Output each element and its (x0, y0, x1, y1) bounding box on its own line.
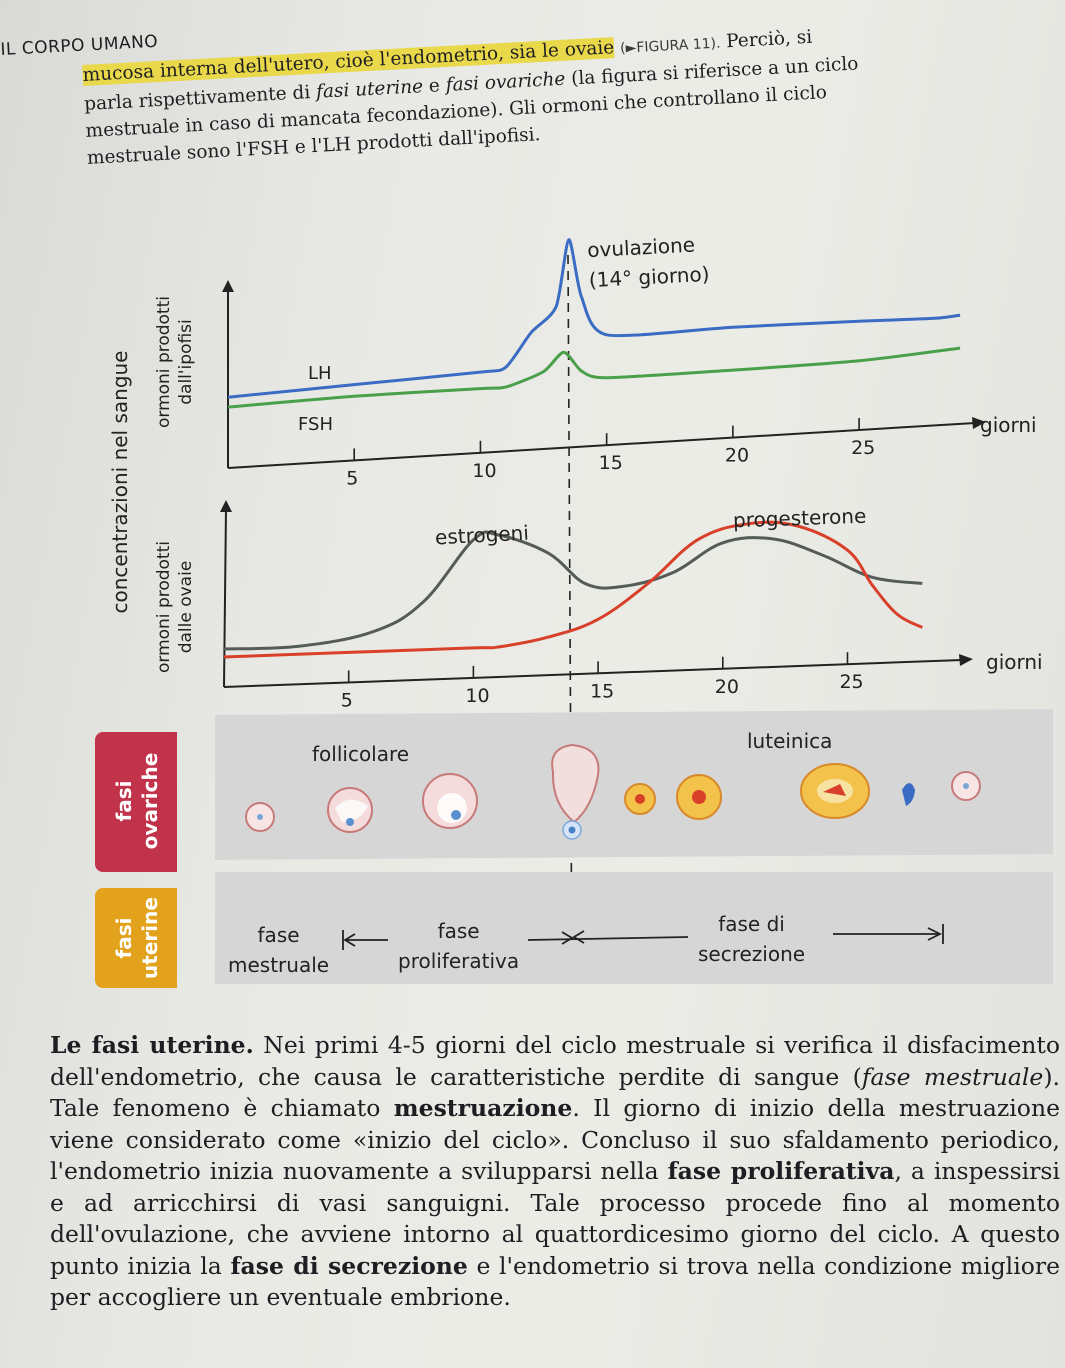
series-line-fsh (227, 346, 961, 409)
ovarian-phase-tab (95, 732, 177, 872)
proliferative-phase-label: fase proliferativa (398, 919, 520, 973)
menstrual-phase-label: fase mestruale (228, 923, 330, 977)
body-text-3: . Il giorno di inizio della mestruazione… (50, 1094, 1060, 1185)
bottom-x-axis (223, 659, 963, 688)
bottom-x-arrow (959, 654, 973, 666)
bottom-xlabel: giorni (986, 650, 1043, 674)
x-tick-label: 15 (590, 680, 614, 702)
body-text-4: , a inspessirsi e ad arricchirsi di vasi… (50, 1157, 1061, 1280)
x-tick-label: 20 (715, 676, 739, 698)
uterine-phase-band (215, 872, 1053, 984)
luteal-label: luteinica (747, 729, 833, 753)
secretory-phase-label: fase di secrezione (698, 912, 806, 966)
follicular-label: follicolare (312, 742, 410, 766)
top-xlabel: giorni (980, 413, 1037, 437)
follicle-1 (245, 802, 275, 832)
x-tick-label: 25 (839, 671, 863, 693)
hormone-charts: 5 10 15 20 25 5 10 15 20 25 (220, 238, 986, 986)
lh-label: LH (308, 363, 332, 384)
x-tick-label: 10 (472, 460, 496, 482)
body-text-1: Nei primi 4-5 giorni del ciclo mestruale… (50, 1031, 1060, 1091)
body-bold-mestruazione: mestruazione (393, 1094, 573, 1122)
bottom-y-arrow (220, 500, 232, 512)
new-follicle (951, 771, 981, 801)
x-tick-label: 10 (465, 685, 489, 707)
body-title: Le fasi uterine. (50, 1031, 254, 1059)
corpus-albicans (902, 783, 915, 806)
follicle-3 (422, 773, 478, 829)
corpus-luteum-2 (676, 774, 722, 820)
series-line-progesterone (223, 520, 924, 659)
x-tick-label: 25 (851, 437, 875, 459)
ovulation-line (567, 254, 573, 986)
follicle-2 (327, 787, 373, 833)
secretory-arrow (833, 924, 944, 944)
top-x-axis (227, 422, 976, 469)
series-line-lh (227, 238, 961, 399)
x-tick-label: 20 (725, 445, 749, 467)
body-text-2: ). Tale fenomeno è chiamato (50, 1062, 1060, 1123)
uterine-phase-tab (95, 888, 177, 988)
series-line-estrogeni (223, 530, 923, 651)
menstrual-arrow (342, 930, 388, 950)
x-tick-label: 15 (599, 452, 623, 474)
menstrual-cycle-figure: concentrazioni nel sangue ormoni prodott… (95, 233, 1053, 988)
x-tick-label: 5 (341, 689, 353, 711)
corpus-luteum-1 (624, 783, 656, 815)
follicle-4-ovulating (551, 743, 600, 840)
body-paragraph: Le fasi uterine. Nei primi 4-5 giorni de… (50, 1030, 1060, 1314)
phase-arrows (342, 924, 944, 950)
corpus-luteum-3 (800, 763, 870, 819)
top-y-arrow (222, 280, 234, 292)
body-text-5: e l'endometrio si trova nella condizione… (50, 1251, 1060, 1312)
fsh-label: FSH (298, 414, 333, 435)
top-x-arrow (972, 417, 986, 429)
body-em-menstrual: fase mestruale (861, 1062, 1044, 1091)
proliferative-arrow (527, 930, 689, 945)
x-tick-label: 5 (346, 467, 358, 489)
body-bold-proliferative: fase proliferativa (667, 1157, 895, 1185)
body-bold-secretory: fase di secrezione (230, 1251, 468, 1280)
ovarian-follicles (245, 743, 981, 840)
